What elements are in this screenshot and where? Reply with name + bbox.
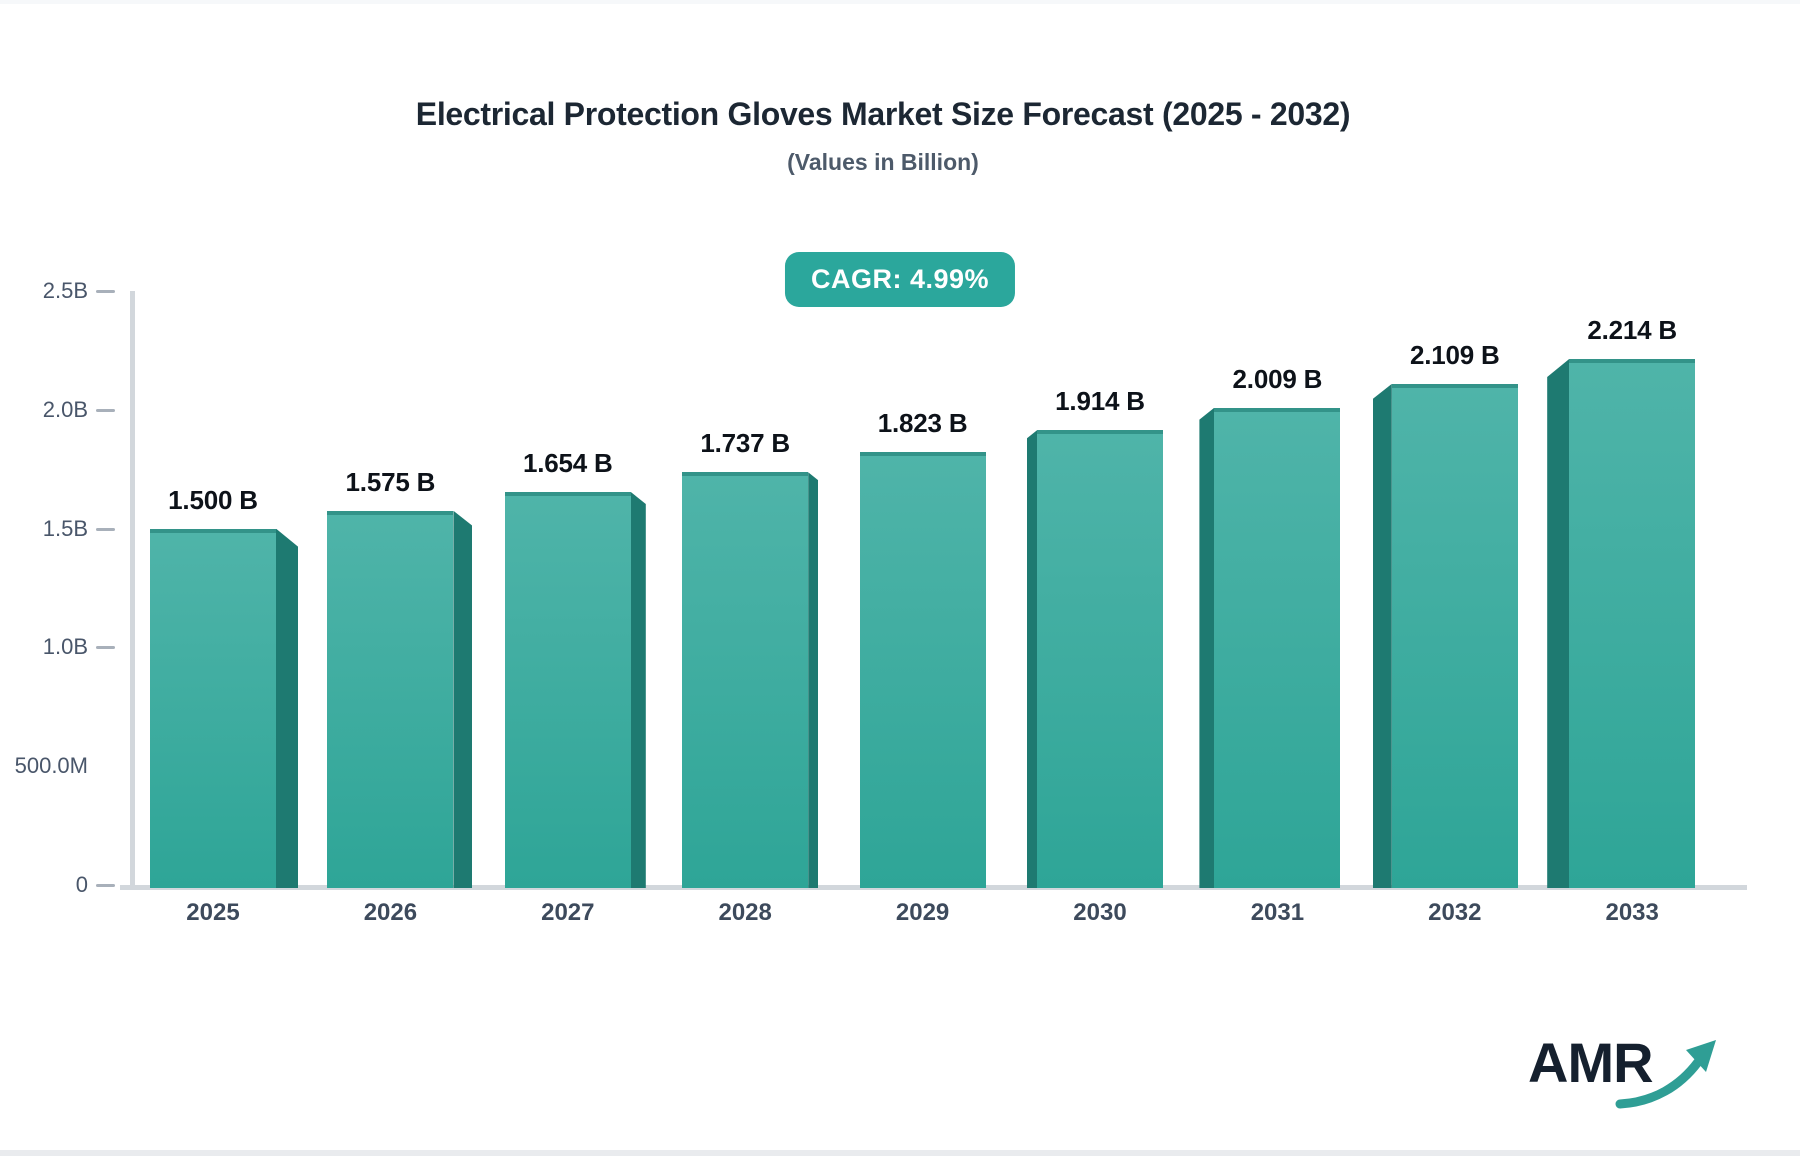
bar [1569, 358, 1696, 888]
y-axis-tick-label: 1.0B [42, 634, 88, 660]
y-axis-tick-label: 2.5B [42, 278, 88, 303]
y-axis-tick-mark [96, 884, 115, 887]
bar-value-label: 1.737 B [700, 428, 791, 459]
bar-side-face [276, 528, 298, 888]
y-axis-tick-mark [96, 646, 115, 650]
y-axis-tick-mark [96, 408, 115, 412]
brand-logo: AMR [1528, 1030, 1728, 1120]
bar [327, 510, 454, 888]
x-axis-tick-label: 2028 [718, 899, 772, 926]
bar-value-label: 1.823 B [877, 407, 968, 438]
y-axis-tick-mark [96, 290, 115, 293]
page-bottom-border [0, 1150, 1800, 1156]
bar-value-label: 1.654 B [522, 448, 613, 478]
bar-value-label: 2.214 B [1587, 314, 1678, 345]
y-axis-tick-label: 1.5B [42, 515, 88, 541]
bar [682, 472, 809, 888]
bar-side-face [1547, 358, 1570, 888]
x-axis-tick-label: 2029 [895, 899, 950, 926]
y-axis-tick-label: 0 [75, 872, 88, 897]
chart-title: Electrical Protection Gloves Market Size… [415, 96, 1351, 132]
x-axis-tick-label: 2031 [1250, 899, 1305, 926]
y-axis-line [130, 291, 135, 890]
bar [150, 528, 276, 888]
bar-side-face [808, 472, 819, 888]
bar [1391, 383, 1518, 888]
x-axis-tick-label: 2032 [1428, 899, 1482, 926]
bar-side-face [1372, 383, 1392, 888]
bar [1214, 407, 1341, 888]
bar-value-label: 1.575 B [345, 466, 436, 497]
bar-side-face [630, 492, 646, 888]
x-axis-tick-label: 2025 [186, 899, 240, 926]
bar-side-face [1027, 430, 1037, 888]
x-axis-tick-label: 2027 [541, 899, 595, 926]
bar-value-label: 2.009 B [1232, 363, 1323, 394]
chart-header: Electrical Protection Gloves Market Size… [0, 0, 1766, 175]
x-axis-tick-label: 2033 [1605, 899, 1659, 926]
cagr-badge: CAGR: 4.99% [784, 252, 1016, 307]
bar-value-label: 2.109 B [1409, 339, 1500, 370]
bar [1037, 430, 1163, 888]
trending-up-arrow-icon [1615, 1040, 1716, 1109]
chart-subtitle: (Values in Billion) [787, 149, 979, 175]
brand-logo-text: AMR [1528, 1031, 1654, 1094]
x-axis-tick-label: 2026 [363, 899, 418, 926]
y-axis-tick-label: 500.0M [14, 753, 88, 779]
page-top-border [0, 0, 1800, 4]
y-axis-tick-label: 2.0B [42, 396, 88, 422]
bar-value-label: 1.914 B [1055, 386, 1145, 417]
bar-value-label: 1.500 B [168, 484, 258, 515]
bar [504, 492, 631, 888]
y-axis-tick-mark [96, 527, 115, 531]
x-axis-tick-label: 2030 [1073, 899, 1127, 926]
bar-side-face [453, 510, 473, 888]
bar [859, 451, 986, 888]
bar-side-face [1199, 407, 1215, 888]
